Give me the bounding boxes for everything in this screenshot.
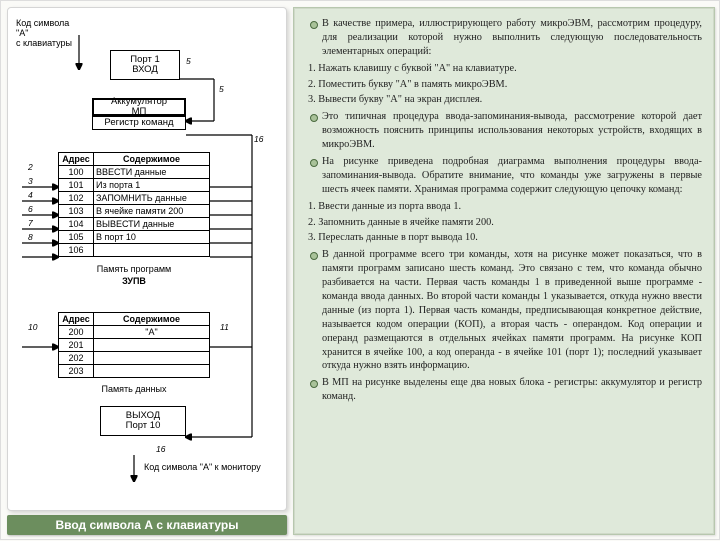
bullet-2: Это типичная процедура ввода-запоминания… <box>308 110 702 152</box>
table-row: 100ВВЕСТИ данные <box>59 165 209 178</box>
data-hdr-content: Содержимое <box>93 313 209 325</box>
data-hdr-addr: Адрес <box>59 313 93 325</box>
step-num: 5 <box>219 84 224 94</box>
table-row: 106 <box>59 243 209 256</box>
table-row: 105В порт 10 <box>59 230 209 243</box>
step-num: 7 <box>28 218 33 228</box>
box-cmd-reg: Регистр команд <box>92 116 186 130</box>
label-data-mem: Память данных <box>74 384 194 394</box>
table-row: 104ВЫВЕСТИ данные <box>59 217 209 230</box>
label-bottom: Код символа "А" к монитору <box>144 462 261 472</box>
bullet-4: В данной программе всего три команды, хо… <box>308 248 702 373</box>
step-num: 4 <box>28 190 33 200</box>
step-num: 6 <box>28 204 33 214</box>
num-1: 1. Нажать клавишу с буквой "А" на клавиа… <box>308 62 702 76</box>
prog-hdr-content: Содержимое <box>93 153 209 165</box>
step-num: 16 <box>254 134 263 144</box>
table-row: 203 <box>59 364 209 377</box>
prog-hdr-addr: Адрес <box>59 153 93 165</box>
table-row: 101Из порта 1 <box>59 178 209 191</box>
diagram-caption: Ввод символа А с клавиатуры <box>7 515 287 535</box>
label-zupv: ЗУПВ <box>74 276 194 286</box>
table-row: 201 <box>59 338 209 351</box>
left-column: Код символа "А"с клавиатуры Порт 1ВХОД А… <box>7 7 287 535</box>
num-2: 2. Поместить букву "А" в память микроЭВМ… <box>308 78 702 92</box>
table-row: 103В ячейке памяти 200 <box>59 204 209 217</box>
box-port-out: ВЫХОДПорт 10 <box>100 406 186 436</box>
num-3: 3. Вывести букву "А" на экран дисплея. <box>308 93 702 107</box>
step-num: 11 <box>220 322 229 332</box>
step-num: 3 <box>28 176 33 186</box>
text-panel: В качестве примера, иллюстрирующего рабо… <box>293 7 715 535</box>
label-prog-mem: Память программ <box>74 264 194 274</box>
microcomputer-diagram: Код символа "А"с клавиатуры Порт 1ВХОД А… <box>14 14 280 504</box>
step-num: 8 <box>28 232 33 242</box>
num-6: 3. Переслать данные в порт вывода 10. <box>308 231 702 245</box>
table-row: 102ЗАПОМНИТЬ данные <box>59 191 209 204</box>
step-num: 16 <box>156 444 165 454</box>
table-row: 202 <box>59 351 209 364</box>
box-port-in: Порт 1ВХОД <box>110 50 180 80</box>
diagram-frame: Код символа "А"с клавиатуры Порт 1ВХОД А… <box>7 7 287 511</box>
label-top: Код символа "А"с клавиатуры <box>16 18 78 48</box>
step-num: 10 <box>28 322 37 332</box>
num-4: 1. Ввести данные из порта ввода 1. <box>308 200 702 214</box>
table-program-memory: Адрес Содержимое 100ВВЕСТИ данные101Из п… <box>58 152 210 257</box>
bullet-3: На рисунке приведена подробная диаграмма… <box>308 155 702 197</box>
step-num: 2 <box>28 162 33 172</box>
num-5: 2. Запомнить данные в ячейке памяти 200. <box>308 216 702 230</box>
bullet-5: В МП на рисунке выделены еще два новых б… <box>308 376 702 404</box>
bullet-1: В качестве примера, иллюстрирующего рабо… <box>308 17 702 59</box>
table-row: 200"А" <box>59 325 209 338</box>
step-num: 5 <box>186 56 191 66</box>
box-accumulator: АккумуляторМП <box>92 98 186 116</box>
table-data-memory: Адрес Содержимое 200"А"201202203 <box>58 312 210 378</box>
